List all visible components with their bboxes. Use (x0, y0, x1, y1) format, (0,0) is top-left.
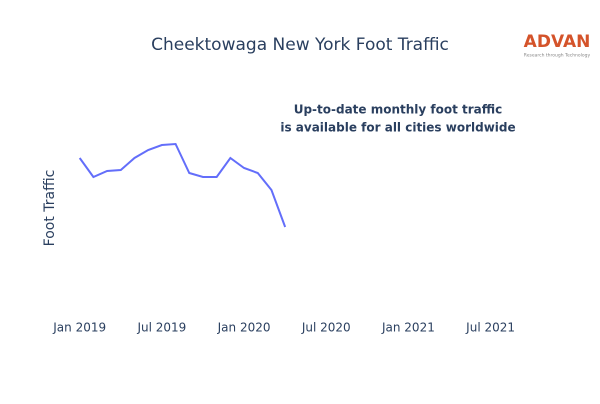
line (78, 142, 287, 228)
logo: ADVAN (524, 32, 591, 52)
chart-title: Cheektowaga New York Foot Traffic (151, 35, 449, 55)
x-tick-label: Jan 2021 (381, 321, 435, 335)
annotation: is available for all cities worldwide (280, 121, 515, 135)
x-tick-label: Jul 2021 (465, 321, 515, 335)
x-tick-label: Jul 2020 (301, 321, 351, 335)
annotation: Up-to-date monthly foot traffic (294, 103, 503, 117)
x-tick-label: Jul 2019 (136, 321, 186, 335)
y-axis-label: Foot Traffic (42, 170, 58, 247)
logo-tagline: Research through Technology (524, 53, 591, 59)
x-tick-label: Jan 2019 (52, 321, 106, 335)
x-tick-label: Jan 2020 (217, 321, 271, 335)
